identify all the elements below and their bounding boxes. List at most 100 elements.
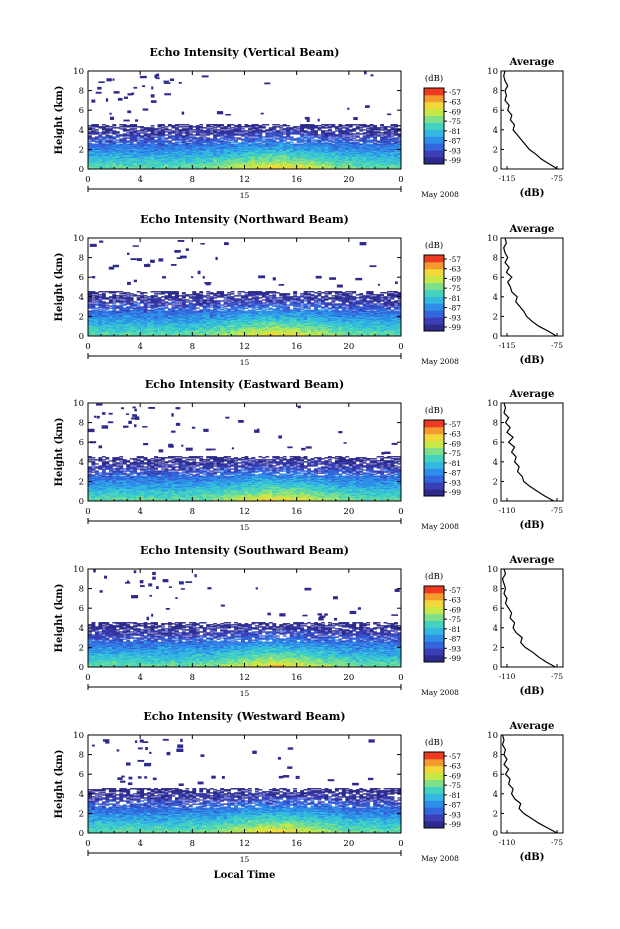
x-tick-label: 12	[239, 342, 250, 352]
colorbar-band	[424, 489, 444, 497]
average-y-tick-label: 2	[493, 643, 498, 653]
average-x-tick-label: -115	[499, 174, 516, 183]
colorbar: (dB) -57-63-69-75-81-87-93-99	[423, 73, 461, 165]
colorbar-unit: (dB)	[425, 571, 443, 582]
average-profile: Average 0 2 4 6 8 10 -115 -75 (dB)	[487, 57, 564, 199]
colorbar-band	[424, 261, 444, 270]
colorbar-band	[424, 641, 444, 649]
average-y-tick-label: 10	[487, 67, 498, 77]
average-y-tick-label: 8	[493, 751, 498, 761]
average-line	[503, 237, 557, 337]
average-y-tick-label: 6	[493, 438, 498, 448]
day-label: 15	[240, 689, 250, 698]
average-y-tick-label: 2	[493, 477, 498, 487]
average-frame	[500, 568, 564, 668]
x-tick-label: 12	[239, 175, 250, 185]
average-y-tick-label: 8	[493, 419, 498, 429]
colorbar-band	[424, 108, 444, 117]
colorbar-tick-label: -93	[449, 313, 461, 322]
colorbar-tick-label: -57	[449, 88, 461, 97]
date-label: May 2008	[421, 854, 459, 863]
colorbar-band	[424, 303, 444, 311]
colorbar-band	[424, 268, 444, 277]
colorbar-band	[424, 289, 444, 297]
colorbar-band	[424, 454, 444, 462]
y-tick-label: 2	[79, 477, 84, 487]
y-tick-label: 0	[79, 332, 84, 342]
colorbar-band	[424, 800, 444, 808]
colorbar-tick-label: -69	[449, 439, 461, 448]
average-line	[503, 70, 558, 170]
colorbar-tick-label: -75	[449, 449, 461, 458]
panel-2: Echo Intensity (Northward Beam) 0 2 4 6 8 10 0 4…	[54, 213, 564, 367]
y-axis-label: Height (km)	[54, 418, 65, 487]
colorbar-band	[424, 115, 444, 123]
colorbar-band	[424, 420, 444, 428]
y-tick-label: 8	[79, 585, 84, 595]
heatmap-cells	[88, 240, 402, 337]
average-y-tick-label: 6	[493, 604, 498, 614]
average-y-tick-label: 10	[487, 399, 498, 409]
x-tick-label: 0	[85, 839, 90, 849]
panel-title: Echo Intensity (Southward Beam)	[140, 544, 349, 557]
x-tick-label: 8	[190, 673, 195, 683]
colorbar-tick-label: -57	[449, 586, 461, 595]
colorbar-band	[424, 814, 444, 822]
panel-5: Echo Intensity (Westward Beam) 0 2 4 6 8 10 0 4 8…	[54, 710, 564, 864]
average-x-label: (dB)	[520, 188, 545, 199]
y-axis-label: Height (km)	[54, 584, 65, 653]
y-tick-label: 0	[79, 497, 84, 507]
colorbar-tick-label: -99	[449, 654, 461, 663]
colorbar-tick-label: -87	[449, 635, 461, 644]
colorbar-band	[424, 447, 444, 455]
colorbar-band	[424, 627, 444, 635]
colorbar-band	[424, 807, 444, 815]
heatmap-cells	[88, 71, 402, 170]
y-tick-label: 4	[79, 458, 84, 468]
y-tick-label: 8	[79, 87, 84, 97]
colorbar: (dB) -57-63-69-75-81-87-93-99	[423, 240, 461, 332]
panel-title: Echo Intensity (Eastward Beam)	[145, 378, 344, 391]
colorbar-band	[424, 758, 444, 767]
x-tick-label: 12	[239, 673, 250, 683]
colorbar-band	[424, 101, 444, 110]
average-frame	[500, 402, 564, 502]
average-y-tick-label: 4	[493, 458, 498, 468]
colorbar-band	[424, 88, 444, 96]
average-x-label: (dB)	[520, 355, 545, 366]
x-tick-label: 20	[343, 839, 354, 849]
colorbar-band	[424, 275, 444, 284]
colorbar-band	[424, 648, 444, 656]
colorbar-tick-label: -99	[449, 820, 461, 829]
colorbar-band	[424, 157, 444, 165]
colorbar-tick-label: -93	[449, 644, 461, 653]
colorbar-tick-label: -87	[449, 469, 461, 478]
average-frame	[500, 734, 564, 834]
average-y-tick-label: 8	[493, 87, 498, 97]
x-axis-label: Local Time	[214, 870, 276, 881]
x-tick-label: 8	[190, 342, 195, 352]
colorbar-tick-label: -75	[449, 117, 461, 126]
average-frame	[500, 70, 564, 170]
colorbar-band	[424, 255, 444, 263]
y-tick-label: 10	[73, 565, 84, 575]
x-tick-label: 16	[291, 839, 302, 849]
colorbar-band	[424, 613, 444, 621]
colorbar-band	[424, 426, 444, 435]
average-y-tick-label: 2	[493, 312, 498, 322]
x-tick-label: 16	[291, 673, 302, 683]
date-label: May 2008	[421, 357, 459, 366]
colorbar-tick-label: -87	[449, 304, 461, 313]
y-tick-label: 6	[79, 604, 84, 614]
colorbar-band	[424, 599, 444, 608]
average-y-tick-label: 4	[493, 293, 498, 303]
y-tick-label: 10	[73, 399, 84, 409]
panel-title: Echo Intensity (Northward Beam)	[140, 213, 349, 226]
average-x-tick-label: -75	[551, 341, 563, 350]
colorbar-band	[424, 324, 444, 332]
average-x-label: (dB)	[520, 686, 545, 697]
colorbar-unit: (dB)	[425, 737, 443, 748]
y-tick-label: 4	[79, 790, 84, 800]
x-tick-label: 0	[398, 342, 403, 352]
day-label: 15	[240, 855, 250, 864]
